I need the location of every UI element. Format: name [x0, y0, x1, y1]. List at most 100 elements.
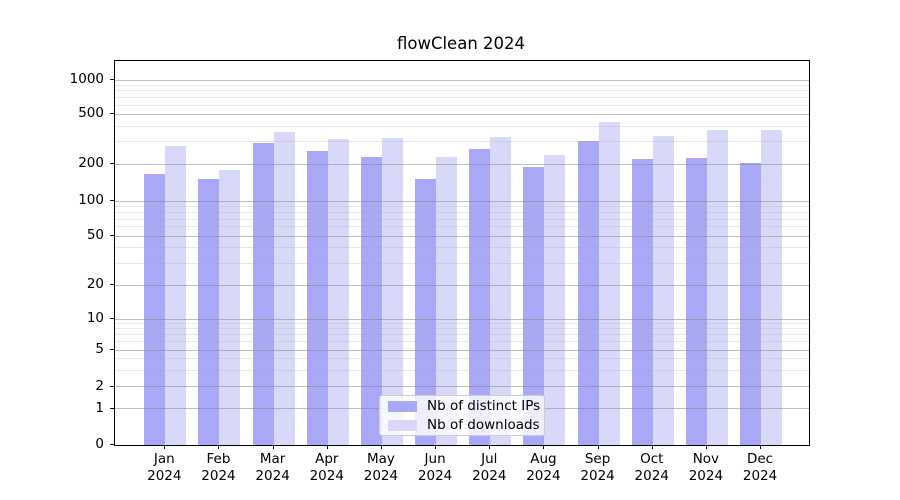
plot-inner: [115, 61, 809, 445]
gridline-minor-4: [115, 358, 809, 360]
legend-swatch-downloads: [388, 419, 417, 431]
gridline-minor-6: [115, 341, 809, 343]
bar-downloads-oct: [652, 136, 674, 445]
gridline-major-500: [115, 113, 809, 115]
bar-distinct-ips-apr: [306, 150, 328, 445]
bar-downloads-sep: [598, 121, 620, 445]
x-tick-label-nov: Nov 2024: [688, 451, 724, 484]
gridline-minor-300: [115, 141, 809, 143]
bar-distinct-ips-jan: [144, 174, 166, 445]
y-tick-label-10: 10: [86, 310, 104, 326]
y-tick-mark-20: [110, 284, 114, 285]
y-tick-mark-500: [110, 113, 114, 114]
x-tick-mark-jan: [164, 445, 166, 449]
bar-downloads-jun: [436, 157, 458, 445]
gridline-minor-60: [115, 226, 809, 228]
y-tick-mark-100: [110, 200, 114, 201]
gridline-major-2: [115, 386, 809, 387]
bar-downloads-aug: [544, 155, 566, 445]
legend-item-downloads: Nb of downloads: [380, 417, 544, 433]
y-tick-mark-5: [110, 349, 114, 350]
x-tick-mark-jun: [435, 445, 437, 449]
y-tick-label-2: 2: [95, 377, 104, 394]
gridline-major-200: [115, 163, 809, 165]
bar-downloads-apr: [327, 139, 349, 445]
gridline-major-1000: [115, 79, 809, 81]
bar-distinct-ips-sep: [577, 140, 599, 445]
y-tick-mark-50: [110, 235, 114, 236]
bar-downloads-jan: [165, 146, 187, 445]
bar-distinct-ips-jul: [469, 149, 491, 445]
y-tick-label-100: 100: [78, 192, 104, 208]
bar-downloads-dec: [761, 130, 783, 445]
y-tick-label-1: 1: [95, 399, 104, 416]
gridline-minor-7: [115, 334, 809, 336]
gridline-minor-30: [115, 262, 809, 264]
x-tick-mark-may: [380, 445, 382, 449]
legend-label-downloads: Nb of downloads: [427, 417, 540, 433]
gridline-minor-70: [115, 218, 809, 220]
y-tick-label-50: 50: [86, 227, 104, 243]
y-tick-label-1000: 1000: [69, 71, 104, 87]
y-tick-label-5: 5: [95, 341, 104, 357]
bar-distinct-ips-oct: [631, 159, 653, 445]
bar-downloads-may: [381, 137, 403, 445]
gridline-minor-8: [115, 328, 809, 330]
gridline-minor-80: [115, 211, 809, 213]
gridline-minor-700: [115, 96, 809, 98]
bar-downloads-jul: [490, 136, 512, 445]
gridline-minor-600: [115, 104, 809, 106]
bar-distinct-ips-mar: [252, 143, 274, 445]
x-tick-mark-jul: [489, 445, 491, 449]
x-tick-label-feb: Feb 2024: [201, 451, 236, 484]
gridline-major-10: [115, 318, 809, 320]
y-tick-mark-1: [110, 407, 114, 409]
y-tick-label-0: 0: [95, 435, 104, 452]
bar-distinct-ips-may: [360, 157, 382, 445]
x-tick-mark-nov: [705, 445, 707, 449]
y-tick-mark-1000: [110, 79, 114, 80]
gridline-major-20: [115, 284, 809, 286]
y-tick-label-500: 500: [78, 105, 104, 121]
x-tick-label-apr: Apr 2024: [309, 451, 344, 484]
x-tick-label-sep: Sep 2024: [580, 451, 615, 484]
legend-label-distinct-ips: Nb of distinct IPs: [427, 398, 541, 414]
legend-swatch-distinct-ips: [388, 400, 417, 412]
gridline-minor-400: [115, 125, 809, 127]
x-tick-label-jan: Jan 2024: [147, 451, 182, 484]
legend-item-distinct-ips: Nb of distinct IPs: [380, 398, 544, 414]
x-tick-label-jul: Jul 2024: [472, 451, 507, 484]
y-tick-mark-0: [110, 443, 114, 445]
bar-downloads-mar: [273, 131, 295, 445]
x-tick-mark-sep: [597, 445, 599, 449]
y-tick-label-200: 200: [78, 155, 104, 171]
bar-downloads-feb: [219, 170, 241, 445]
gridline-minor-3: [115, 369, 809, 371]
plot-area: Nb of distinct IPs Nb of downloads: [114, 60, 810, 446]
gridline-major-50: [115, 235, 809, 237]
bar-distinct-ips-jun: [415, 178, 437, 445]
bar-distinct-ips-nov: [685, 157, 707, 445]
y-tick-mark-200: [110, 163, 114, 164]
gridline-minor-800: [115, 90, 809, 92]
x-tick-mark-feb: [218, 445, 220, 449]
gridline-minor-900: [115, 84, 809, 86]
x-tick-label-oct: Oct 2024: [634, 451, 669, 484]
x-tick-label-jun: Jun 2024: [417, 451, 453, 484]
x-tick-mark-aug: [543, 445, 545, 449]
x-tick-mark-apr: [326, 445, 328, 449]
gridline-minor-90: [115, 205, 809, 207]
y-tick-mark-10: [110, 318, 114, 319]
x-tick-label-may: May 2024: [363, 451, 399, 484]
gridline-major-100: [115, 200, 809, 202]
x-tick-mark-mar: [272, 445, 274, 449]
bar-downloads-nov: [706, 130, 728, 445]
y-tick-label-20: 20: [86, 276, 104, 292]
x-tick-label-aug: Aug 2024: [526, 451, 561, 484]
bar-distinct-ips-dec: [740, 162, 762, 445]
x-tick-label-mar: Mar 2024: [255, 451, 290, 484]
y-tick-mark-2: [110, 385, 114, 387]
x-tick-mark-oct: [651, 445, 653, 449]
chart-title: flowClean 2024: [396, 34, 526, 53]
legend: Nb of distinct IPs Nb of downloads: [379, 395, 545, 436]
